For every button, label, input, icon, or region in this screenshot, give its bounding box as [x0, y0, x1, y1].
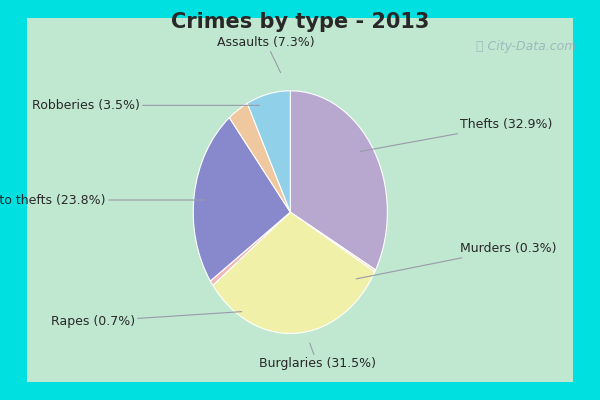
Wedge shape	[290, 91, 388, 270]
Text: Assaults (7.3%): Assaults (7.3%)	[217, 36, 315, 73]
Text: Robberies (3.5%): Robberies (3.5%)	[32, 99, 259, 112]
Text: Auto thefts (23.8%): Auto thefts (23.8%)	[0, 194, 205, 206]
Text: Crimes by type - 2013: Crimes by type - 2013	[171, 12, 429, 32]
Wedge shape	[193, 118, 290, 281]
Text: Burglaries (31.5%): Burglaries (31.5%)	[259, 343, 376, 370]
Wedge shape	[211, 212, 290, 285]
Wedge shape	[213, 212, 375, 334]
Wedge shape	[290, 212, 376, 272]
Wedge shape	[247, 91, 290, 212]
Text: ⓘ City-Data.com: ⓘ City-Data.com	[476, 40, 576, 53]
Text: Rapes (0.7%): Rapes (0.7%)	[51, 312, 242, 328]
Text: Murders (0.3%): Murders (0.3%)	[356, 242, 557, 279]
Wedge shape	[229, 103, 290, 212]
Text: Thefts (32.9%): Thefts (32.9%)	[360, 118, 553, 152]
